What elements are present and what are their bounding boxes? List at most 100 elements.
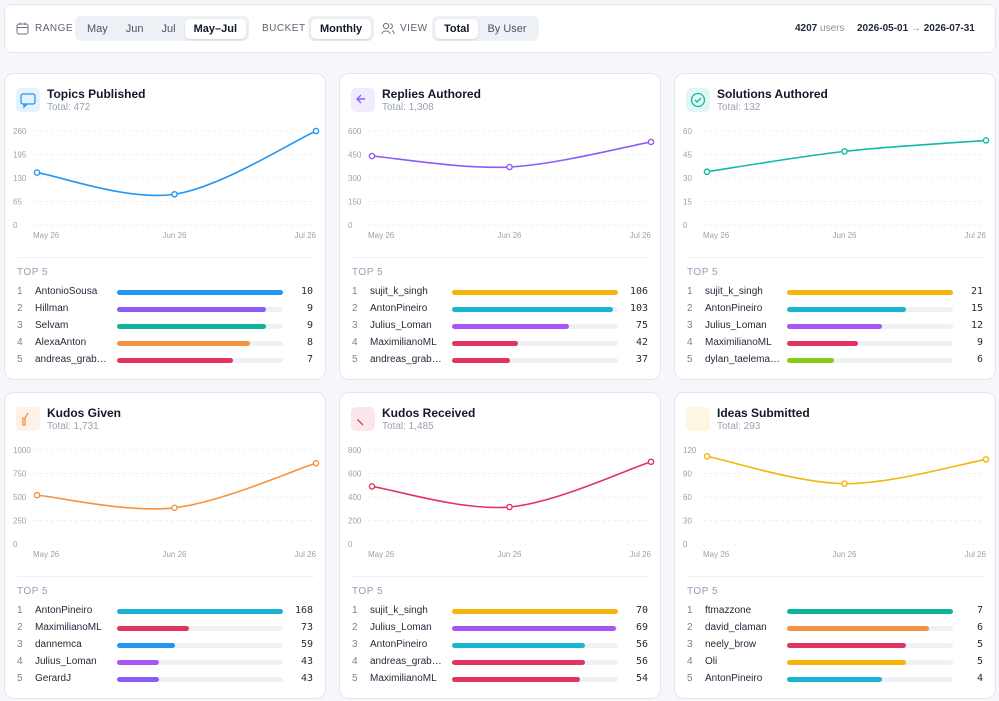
bar (787, 626, 930, 631)
user-name: neely_brow (705, 639, 757, 650)
series-line (371, 460, 652, 509)
x-tick-label: May 26 (703, 550, 730, 559)
bucket-option[interactable]: Monthly (311, 18, 372, 39)
line-chart: 0 65 130 195 260 May 26 Jun 26 Jul 26 (13, 127, 320, 240)
point (506, 163, 513, 171)
point (506, 503, 513, 511)
x-tick-label: Jul 26 (295, 550, 317, 559)
range-option[interactable]: Jul (161, 22, 176, 35)
value: 10 (300, 286, 313, 297)
y-tick-label: 800 (348, 446, 362, 455)
y-tick-label: 130 (13, 174, 27, 183)
card-icon (16, 407, 40, 431)
rank: 1 (17, 605, 23, 616)
user-name: sujit_k_singh (370, 605, 428, 616)
point (647, 138, 655, 146)
rank: 4 (687, 337, 693, 348)
top-label: TOP 5 (17, 267, 49, 278)
top-label: TOP 5 (17, 586, 49, 597)
rank: 5 (687, 673, 693, 684)
user-name: Selvam (35, 320, 69, 331)
rank: 2 (17, 303, 23, 314)
bar-track (117, 677, 283, 682)
x-tick-label: Jun 26 (832, 231, 857, 240)
x-tick-label: May 26 (368, 231, 395, 240)
user-name: david_claman (705, 622, 767, 633)
bar (117, 307, 267, 312)
value: 69 (635, 622, 648, 633)
value: 70 (635, 605, 648, 616)
bar (452, 290, 618, 295)
bar (787, 290, 953, 295)
rank: 1 (17, 286, 23, 297)
series-line (36, 462, 317, 510)
rank: 4 (17, 337, 23, 348)
bar (787, 609, 953, 614)
date-from: 2026-05-01 (857, 23, 909, 34)
value: 37 (635, 354, 648, 365)
view-option[interactable]: Total (435, 18, 479, 39)
y-tick-label: 0 (13, 221, 18, 230)
user-name: AntonPineiro (705, 303, 763, 314)
rank: 2 (687, 622, 693, 633)
value: 42 (635, 337, 648, 348)
bar (787, 324, 882, 329)
divider (17, 257, 314, 258)
y-tick-label: 150 (348, 198, 362, 207)
card-icon (686, 88, 710, 112)
value: 43 (300, 673, 313, 684)
view-option[interactable]: By User (487, 22, 527, 35)
y-tick-label: 300 (348, 174, 362, 183)
top-label: TOP 5 (687, 586, 719, 597)
value: 54 (635, 673, 648, 684)
range-option[interactable]: May (87, 22, 108, 35)
users-label: users (820, 23, 845, 34)
bar (117, 290, 283, 295)
point (33, 169, 41, 176)
bar (117, 341, 250, 346)
y-tick-label: 750 (13, 470, 27, 479)
user-name: Hillman (35, 303, 69, 314)
rank: 5 (687, 354, 693, 365)
rank: 3 (17, 320, 23, 331)
rank: 5 (352, 354, 358, 365)
top-label: TOP 5 (687, 267, 719, 278)
divider (17, 576, 314, 577)
metric-card: Ideas Submitted Total: 293 0 30 60 90 120 May 2… (674, 392, 996, 699)
value: 5 (976, 656, 983, 667)
point (841, 480, 848, 487)
card-total: Total: 293 (717, 421, 761, 432)
y-tick-label: 0 (683, 221, 688, 230)
y-tick-label: 600 (348, 470, 362, 479)
value: 4 (976, 673, 983, 684)
bar (452, 609, 618, 614)
y-tick-label: 260 (13, 127, 27, 136)
range-option[interactable]: Jun (125, 22, 144, 35)
value: 6 (976, 354, 983, 365)
bar-track (787, 358, 953, 363)
top-label: TOP 5 (352, 267, 384, 278)
x-tick-label: May 26 (33, 550, 60, 559)
value: 103 (629, 303, 648, 314)
user-name: andreas_grab… (370, 656, 442, 667)
rank: 5 (352, 673, 358, 684)
user-name: AntonioSousa (35, 286, 98, 297)
x-tick-label: Jun 26 (497, 550, 522, 559)
range-option[interactable]: May–Jul (184, 18, 247, 39)
bar (787, 307, 906, 312)
bar-track (452, 341, 618, 346)
value: 6 (976, 622, 983, 633)
user-name: Julius_Loman (370, 320, 432, 331)
range-label: RANGE (35, 23, 74, 34)
y-tick-label: 250 (13, 517, 27, 526)
user-name: ftmazzone (705, 605, 752, 616)
bar (452, 660, 585, 665)
point (171, 504, 178, 512)
point (841, 148, 848, 155)
bar-track (452, 358, 618, 363)
y-tick-label: 0 (683, 540, 688, 549)
y-tick-label: 195 (13, 151, 27, 160)
series-line (36, 130, 317, 197)
rank: 4 (352, 337, 358, 348)
x-tick-label: May 26 (368, 550, 395, 559)
